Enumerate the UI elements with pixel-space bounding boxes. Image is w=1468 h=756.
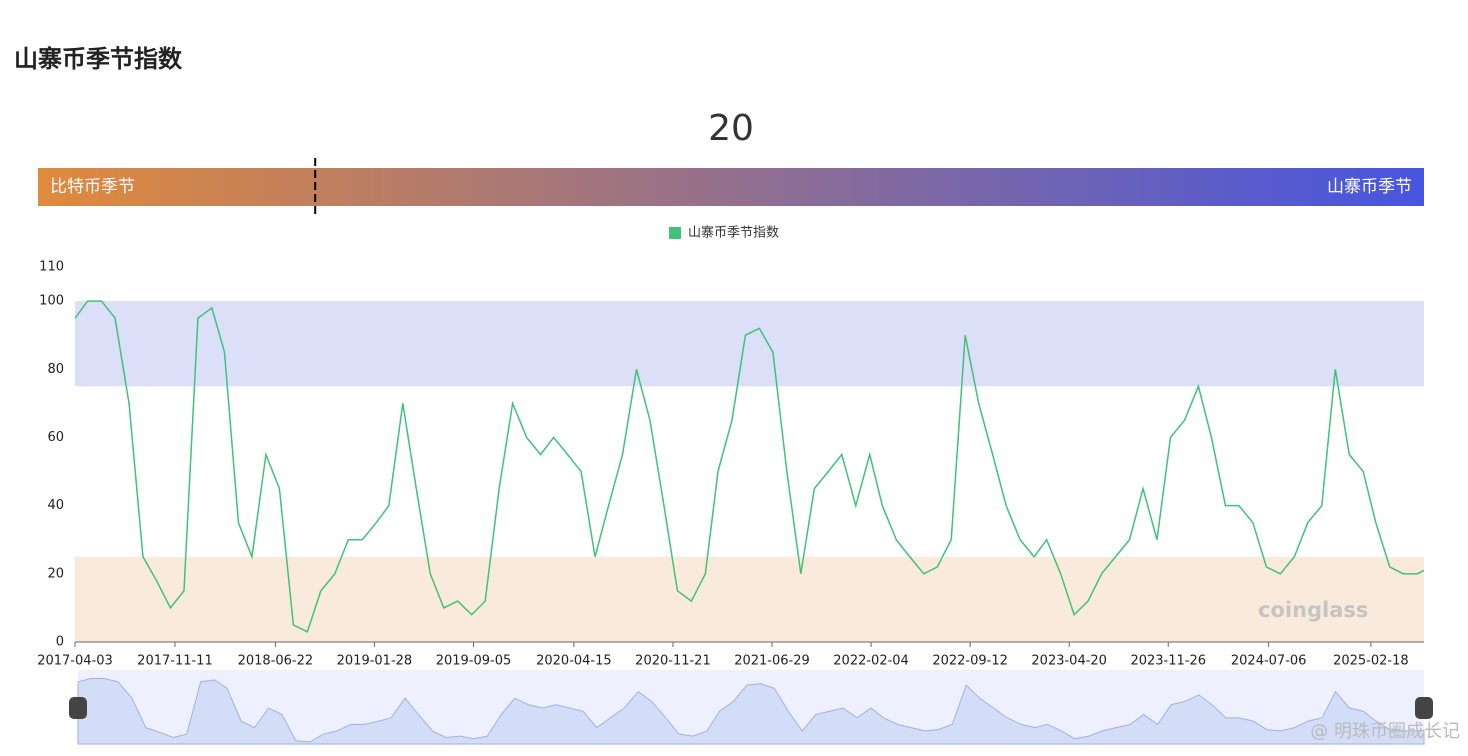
- series-line: [74, 300, 1425, 633]
- y-tick-label: 60: [47, 430, 64, 445]
- band: [75, 301, 1424, 387]
- y-tick-label: 100: [39, 294, 64, 309]
- x-tick-label: 2022-02-04: [833, 654, 909, 669]
- x-tick-label: 2017-04-03: [37, 654, 113, 669]
- legend-label: 山寨币季节指数: [688, 225, 779, 241]
- page-title: 山寨币季节指数: [14, 45, 183, 73]
- x-tick-label: 2020-04-15: [536, 654, 612, 669]
- x-tick-label: 2021-06-29: [734, 654, 810, 669]
- x-tick-label: 2023-11-26: [1130, 654, 1206, 669]
- x-tick-label: 2023-04-20: [1031, 654, 1107, 669]
- x-tick-label: 2020-11-21: [635, 654, 711, 669]
- watermark: coinglass: [1258, 598, 1368, 622]
- x-tick-label: 2022-09-12: [932, 654, 1008, 669]
- zoom-area: [77, 678, 1425, 745]
- gauge-value: 20: [708, 108, 754, 149]
- x-tick-label: 2017-11-11: [137, 654, 213, 669]
- x-tick-label: 2025-02-18: [1333, 654, 1409, 669]
- y-tick-label: 20: [47, 566, 64, 581]
- band: [75, 556, 1424, 642]
- x-tick-label: 2018-06-22: [238, 654, 314, 669]
- zoom-handle[interactable]: [1415, 697, 1433, 719]
- gauge-bar: [38, 168, 1424, 206]
- credit: @ 明珠币圈成长记: [1310, 721, 1460, 742]
- zoom-handle[interactable]: [69, 697, 87, 719]
- x-tick-label: 2019-01-28: [337, 654, 413, 669]
- gauge-left-label: 比特币季节: [50, 177, 135, 197]
- y-tick-label: 110: [39, 260, 64, 275]
- x-tick-label: 2019-09-05: [436, 654, 512, 669]
- y-tick-label: 80: [47, 362, 64, 377]
- y-tick-label: 0: [56, 635, 64, 650]
- gauge-right-label: 山寨币季节: [1327, 177, 1412, 197]
- x-tick-label: 2024-07-06: [1231, 654, 1307, 669]
- legend-swatch: [669, 227, 681, 239]
- y-tick-label: 40: [47, 498, 64, 513]
